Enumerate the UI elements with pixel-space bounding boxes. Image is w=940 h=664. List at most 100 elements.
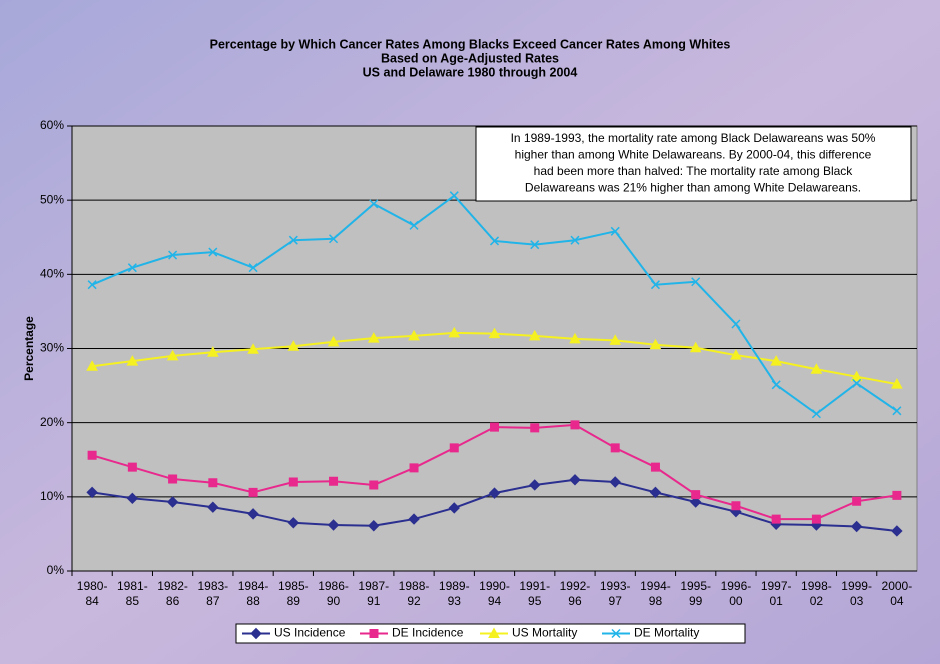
marker <box>248 263 258 273</box>
marker <box>611 628 621 639</box>
y-tick-label: 60% <box>40 118 64 132</box>
chart-title: US and Delaware 1980 through 2004 <box>363 65 578 79</box>
marker <box>610 443 620 453</box>
x-tick-label: 1988-92 <box>399 579 430 608</box>
legend-label: DE Incidence <box>392 626 464 640</box>
marker <box>731 319 741 329</box>
marker <box>166 496 179 508</box>
marker <box>530 423 540 433</box>
x-tick-label: 1982-86 <box>157 579 188 608</box>
x-tick-label: 1998-02 <box>801 579 832 608</box>
marker <box>891 525 903 537</box>
marker <box>287 340 300 351</box>
marker <box>288 235 298 245</box>
marker <box>610 226 620 236</box>
marker <box>87 450 97 460</box>
marker <box>248 487 258 497</box>
x-tick-label: 1999-03 <box>841 579 872 608</box>
y-tick-label: 0% <box>47 563 65 577</box>
legend-label: DE Mortality <box>634 626 699 640</box>
x-tick-label: 1991-95 <box>519 579 550 608</box>
y-tick-label: 30% <box>40 341 64 355</box>
marker <box>86 486 98 499</box>
x-tick-label: 1996-00 <box>721 579 752 608</box>
marker <box>488 327 501 339</box>
marker <box>770 355 783 366</box>
marker <box>811 514 821 524</box>
marker <box>327 335 340 347</box>
x-tick-label: 1989-93 <box>439 579 470 608</box>
marker <box>488 487 501 499</box>
y-tick-label: 20% <box>40 415 64 429</box>
marker <box>609 476 621 488</box>
marker <box>86 360 98 371</box>
marker <box>569 332 581 344</box>
marker <box>87 280 97 290</box>
marker <box>368 520 380 532</box>
marker <box>448 326 461 338</box>
x-tick-label: 1984-88 <box>238 579 269 608</box>
marker <box>247 343 259 354</box>
x-tick-label: 1992-96 <box>560 579 591 608</box>
chart-title: Percentage by Which Cancer Rates Among B… <box>210 37 731 51</box>
marker <box>488 627 500 638</box>
marker <box>852 496 862 506</box>
marker <box>570 235 580 245</box>
marker <box>327 519 340 531</box>
marker <box>489 236 500 246</box>
y-tick-label: 50% <box>40 192 64 206</box>
marker <box>570 420 580 430</box>
marker <box>449 443 459 453</box>
marker <box>369 480 379 490</box>
marker <box>287 517 300 529</box>
annotation-box <box>475 126 912 202</box>
marker <box>528 329 541 341</box>
marker <box>569 474 581 486</box>
marker <box>247 508 259 520</box>
x-tick-label: 1983-87 <box>197 579 228 608</box>
annotation: had been more than halved: The mortality… <box>534 164 854 178</box>
marker <box>408 329 420 341</box>
x-tick-label: 1987-91 <box>358 579 389 608</box>
marker <box>207 501 219 513</box>
x-tick-label: 1993-97 <box>600 579 631 608</box>
legend-label: US Mortality <box>512 626 577 640</box>
marker <box>689 496 702 508</box>
x-tick-label: 2000-04 <box>882 579 913 608</box>
annotation: higher than among White Delawareans. By … <box>515 148 872 162</box>
y-axis-label: Percentage <box>22 316 36 381</box>
marker <box>449 191 459 201</box>
marker <box>691 277 701 287</box>
x-tick-label: 1985-89 <box>278 579 309 608</box>
marker <box>609 334 622 345</box>
x-tick-label: 1994-98 <box>640 579 671 608</box>
marker <box>892 490 902 500</box>
marker <box>811 409 821 419</box>
marker <box>650 280 660 290</box>
x-tick-label: 1981-85 <box>117 579 148 608</box>
marker <box>850 370 863 382</box>
marker <box>850 520 863 533</box>
x-tick-label: 1986-90 <box>318 579 349 608</box>
marker <box>730 349 742 360</box>
marker <box>530 240 540 250</box>
marker <box>168 474 178 484</box>
y-tick-label: 40% <box>40 267 64 281</box>
marker <box>369 199 379 209</box>
x-tick-label: 1980-84 <box>77 579 108 608</box>
marker <box>288 477 298 487</box>
marker <box>810 363 823 374</box>
marker <box>367 332 380 343</box>
marker <box>208 478 218 488</box>
marker <box>409 220 419 230</box>
marker <box>649 486 662 499</box>
marker <box>529 479 541 491</box>
marker <box>329 476 339 486</box>
marker <box>689 341 702 353</box>
marker <box>126 355 139 366</box>
marker <box>126 492 139 505</box>
legend-label: US Incidence <box>274 626 346 640</box>
marker <box>409 463 419 473</box>
marker <box>771 514 781 524</box>
